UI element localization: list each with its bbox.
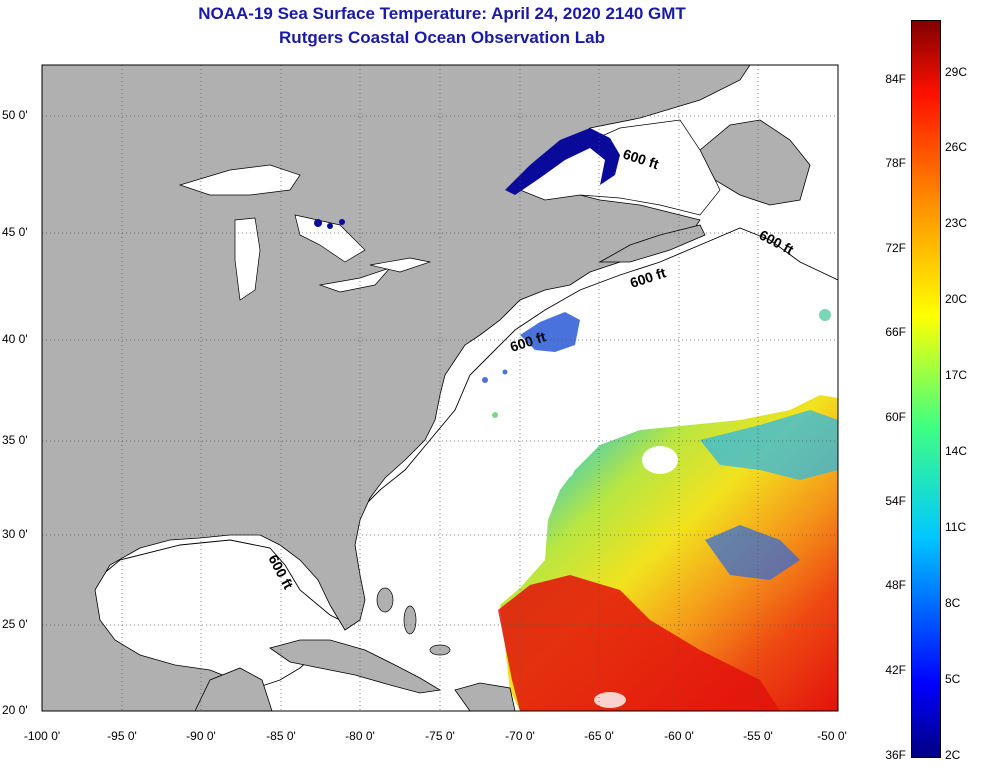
colorbar-f-label: 78F (885, 156, 906, 170)
sst-scattered-pixels (482, 309, 831, 418)
colorbar-f-label: 72F (885, 241, 906, 255)
colorbar-c-label: 29C (945, 65, 968, 79)
sst-cold-st-lawrence (505, 128, 620, 195)
colorbar-c-label: 11C (945, 520, 967, 534)
lon-label: -50 0' (817, 729, 847, 743)
lon-label: -55 0' (743, 729, 773, 743)
lon-label: -80 0' (345, 729, 375, 743)
colorbar-c-label: 23C (945, 216, 968, 230)
lon-label: -75 0' (425, 729, 455, 743)
colorbar-c-label: 26C (945, 140, 968, 154)
land-nova-scotia (598, 224, 706, 263)
sst-cool-patch (705, 525, 800, 580)
cloud-gap (546, 460, 574, 480)
map-frame (41, 64, 839, 712)
lat-label: 25 0' (2, 617, 28, 631)
great-lakes (178, 164, 432, 301)
colorbar-f-label: 36F (885, 748, 906, 762)
land-north-america (42, 65, 751, 711)
lat-label: 30 0' (2, 527, 28, 541)
lat-label: 40 0' (2, 332, 28, 346)
colorbar-f-label: 60F (885, 410, 906, 424)
lon-label: -90 0' (186, 729, 216, 743)
lon-label: -70 0' (505, 729, 535, 743)
lon-label: -85 0' (266, 729, 296, 743)
colorbar-c-label: 14C (945, 444, 968, 458)
colorbar-c-label: 2C (945, 748, 961, 762)
colorbar-f-label: 54F (885, 494, 906, 508)
colorbar-c-label: 8C (945, 596, 961, 610)
colorbar-c-label: 5C (945, 672, 961, 686)
map-subtitle: Rutgers Coastal Ocean Observation Lab (279, 28, 605, 47)
colorbar-c-label: 20C (945, 292, 968, 306)
colorbar-c-label: 17C (945, 368, 968, 382)
colorbar-f-label: 48F (885, 578, 906, 592)
cloud-gap (594, 692, 626, 708)
lon-label: -100 0' (23, 729, 61, 743)
lat-label: 35 0' (2, 433, 28, 447)
lon-label: -65 0' (584, 729, 614, 743)
colorbar-f-label: 84F (885, 72, 906, 86)
colorbar (911, 20, 941, 758)
colorbar-f-label: 66F (885, 325, 906, 339)
lat-label: 20 0' (2, 703, 28, 717)
sst-warm-core (498, 575, 780, 711)
lat-label: 50 0' (2, 108, 28, 122)
colorbar-f-label: 42F (885, 663, 906, 677)
colorbar-ramp (911, 20, 941, 758)
cloud-gap (642, 446, 678, 474)
lon-label: -60 0' (664, 729, 694, 743)
sst-cold-lake-patch (314, 219, 345, 229)
land-hispaniola (454, 682, 516, 711)
lon-label: -95 0' (107, 729, 137, 743)
map-title: NOAA-19 Sea Surface Temperature: April 2… (198, 4, 686, 23)
gridlines (42, 65, 838, 711)
sst-cool-patch (700, 410, 838, 480)
gulf-st-lawrence (519, 119, 721, 216)
land-yucatan (194, 667, 273, 711)
lat-label: 45 0' (2, 225, 28, 239)
land-newfoundland (699, 119, 811, 206)
